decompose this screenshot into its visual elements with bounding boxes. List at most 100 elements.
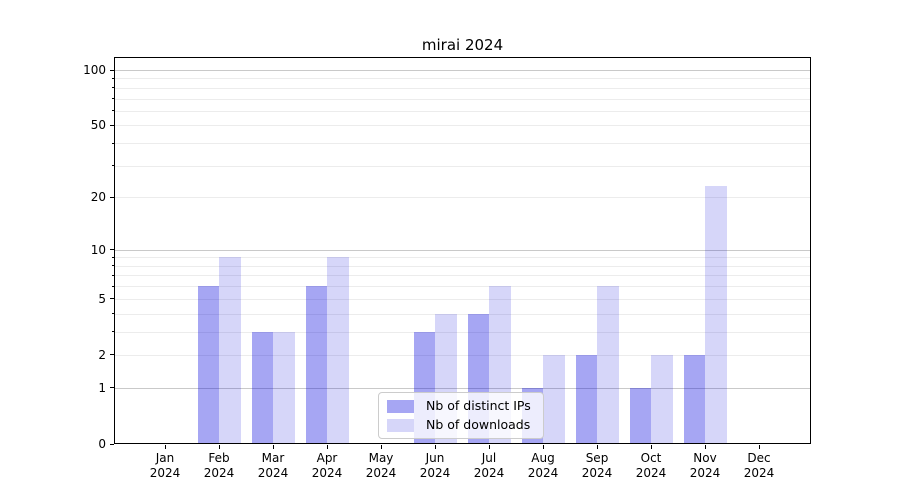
x-tick-year: 2024 [257,466,289,480]
x-tick-year: 2024 [203,466,235,480]
x-tick-year: 2024 [311,466,343,480]
bar-oct-downloads [651,354,673,443]
bar-oct-distinct-ips [629,387,651,443]
chart-title: mirai 2024 [421,36,504,54]
y-minor-tick [112,354,114,356]
x-tick [326,445,328,449]
x-tick [218,445,220,449]
y-minor-tick [112,285,114,287]
y-minor-tick [112,142,114,144]
gridline-minor [115,78,810,80]
x-tick-month: Nov [693,451,717,465]
y-tick-label: 0 [98,437,106,451]
bar-mar-distinct-ips [251,331,273,443]
legend-item-distinct-ips: Nb of distinct IPs [387,399,535,413]
bar-feb-distinct-ips [197,286,219,443]
bar-apr-distinct-ips [305,286,327,443]
x-tick-month: Jul [481,451,497,465]
y-minor-tick [112,110,114,112]
y-minor-tick [112,313,114,315]
y-tick [110,69,114,71]
x-tick-label: Oct 2024 [624,451,678,481]
legend-item-downloads: Nb of downloads [387,418,535,432]
y-minor-tick [112,265,114,267]
x-tick-month: Mar [261,451,285,465]
gridline-major [115,387,810,389]
y-minor-tick [112,98,114,100]
gridline-minor [115,98,810,100]
gridline-minor [115,197,810,199]
x-tick [272,445,274,449]
gridline-minor [115,331,810,333]
x-tick-label: Jul 2024 [462,451,516,481]
x-tick-month: Jan [155,451,175,465]
gridline-minor [115,110,810,112]
x-tick-month: Apr [316,451,338,465]
x-tick-year: 2024 [689,466,721,480]
y-minor-tick [112,256,114,258]
x-tick [164,445,166,449]
bar-mar-downloads [273,331,295,443]
plot-area [114,57,811,444]
y-minor-tick [112,274,114,276]
x-tick-label: Dec 2024 [732,451,786,481]
x-tick [758,445,760,449]
y-tick-label: 10 [90,242,106,257]
bar-nov-distinct-ips [683,354,705,443]
gridline-minor [115,286,810,288]
x-tick-year: 2024 [743,466,775,480]
bar-aug-downloads [543,354,565,443]
gridline-major [115,249,810,251]
gridline-minor [115,87,810,89]
bar-nov-downloads [705,186,727,443]
x-tick-year: 2024 [581,466,613,480]
y-tick-label: 50 [90,118,106,133]
gridline-major [115,70,810,71]
x-tick-month: May [368,451,394,465]
legend-swatch-ips-icon [387,399,414,413]
gridline-minor [115,354,810,356]
x-tick-year: 2024 [527,466,559,480]
x-tick-year: 2024 [149,466,181,480]
x-tick-year: 2024 [635,466,667,480]
x-tick [704,445,706,449]
x-tick-year: 2024 [365,466,397,480]
x-tick [596,445,598,449]
y-minor-tick [112,331,114,333]
x-tick-month: Oct [640,451,662,465]
bar-sep-distinct-ips [575,354,597,443]
x-tick-label: Nov 2024 [678,451,732,481]
y-tick [110,443,114,445]
gridline-minor [115,265,810,267]
bar-feb-downloads [219,257,241,443]
x-tick-month: Sep [585,451,609,465]
x-tick [434,445,436,449]
y-tick-label: 20 [90,190,106,205]
gridline-minor [115,165,810,167]
bar-apr-downloads [327,257,349,443]
legend: Nb of distinct IPs Nb of downloads [378,392,544,439]
x-tick-label: Jun 2024 [408,451,462,481]
x-tick [650,445,652,449]
x-tick-label: Feb 2024 [192,451,246,481]
y-minor-tick [112,77,114,79]
gridline-minor [115,275,810,277]
y-tick [110,249,114,251]
legend-label-distinct-ips: Nb of distinct IPs [426,398,531,413]
x-tick-label: Mar 2024 [246,451,300,481]
bar-sep-downloads [597,286,619,443]
gridline-minor [115,143,810,145]
y-minor-tick [112,165,114,167]
y-minor-tick [112,196,114,198]
x-tick-label: Sep 2024 [570,451,624,481]
gridline-minor [115,298,810,300]
x-tick [488,445,490,449]
y-tick-label: 2 [98,347,106,362]
gridline-minor [115,257,810,259]
x-tick-month: Jun [425,451,445,465]
y-minor-tick [112,87,114,89]
y-minor-tick [112,124,114,126]
x-tick [380,445,382,449]
x-tick-month: Dec [747,451,771,465]
